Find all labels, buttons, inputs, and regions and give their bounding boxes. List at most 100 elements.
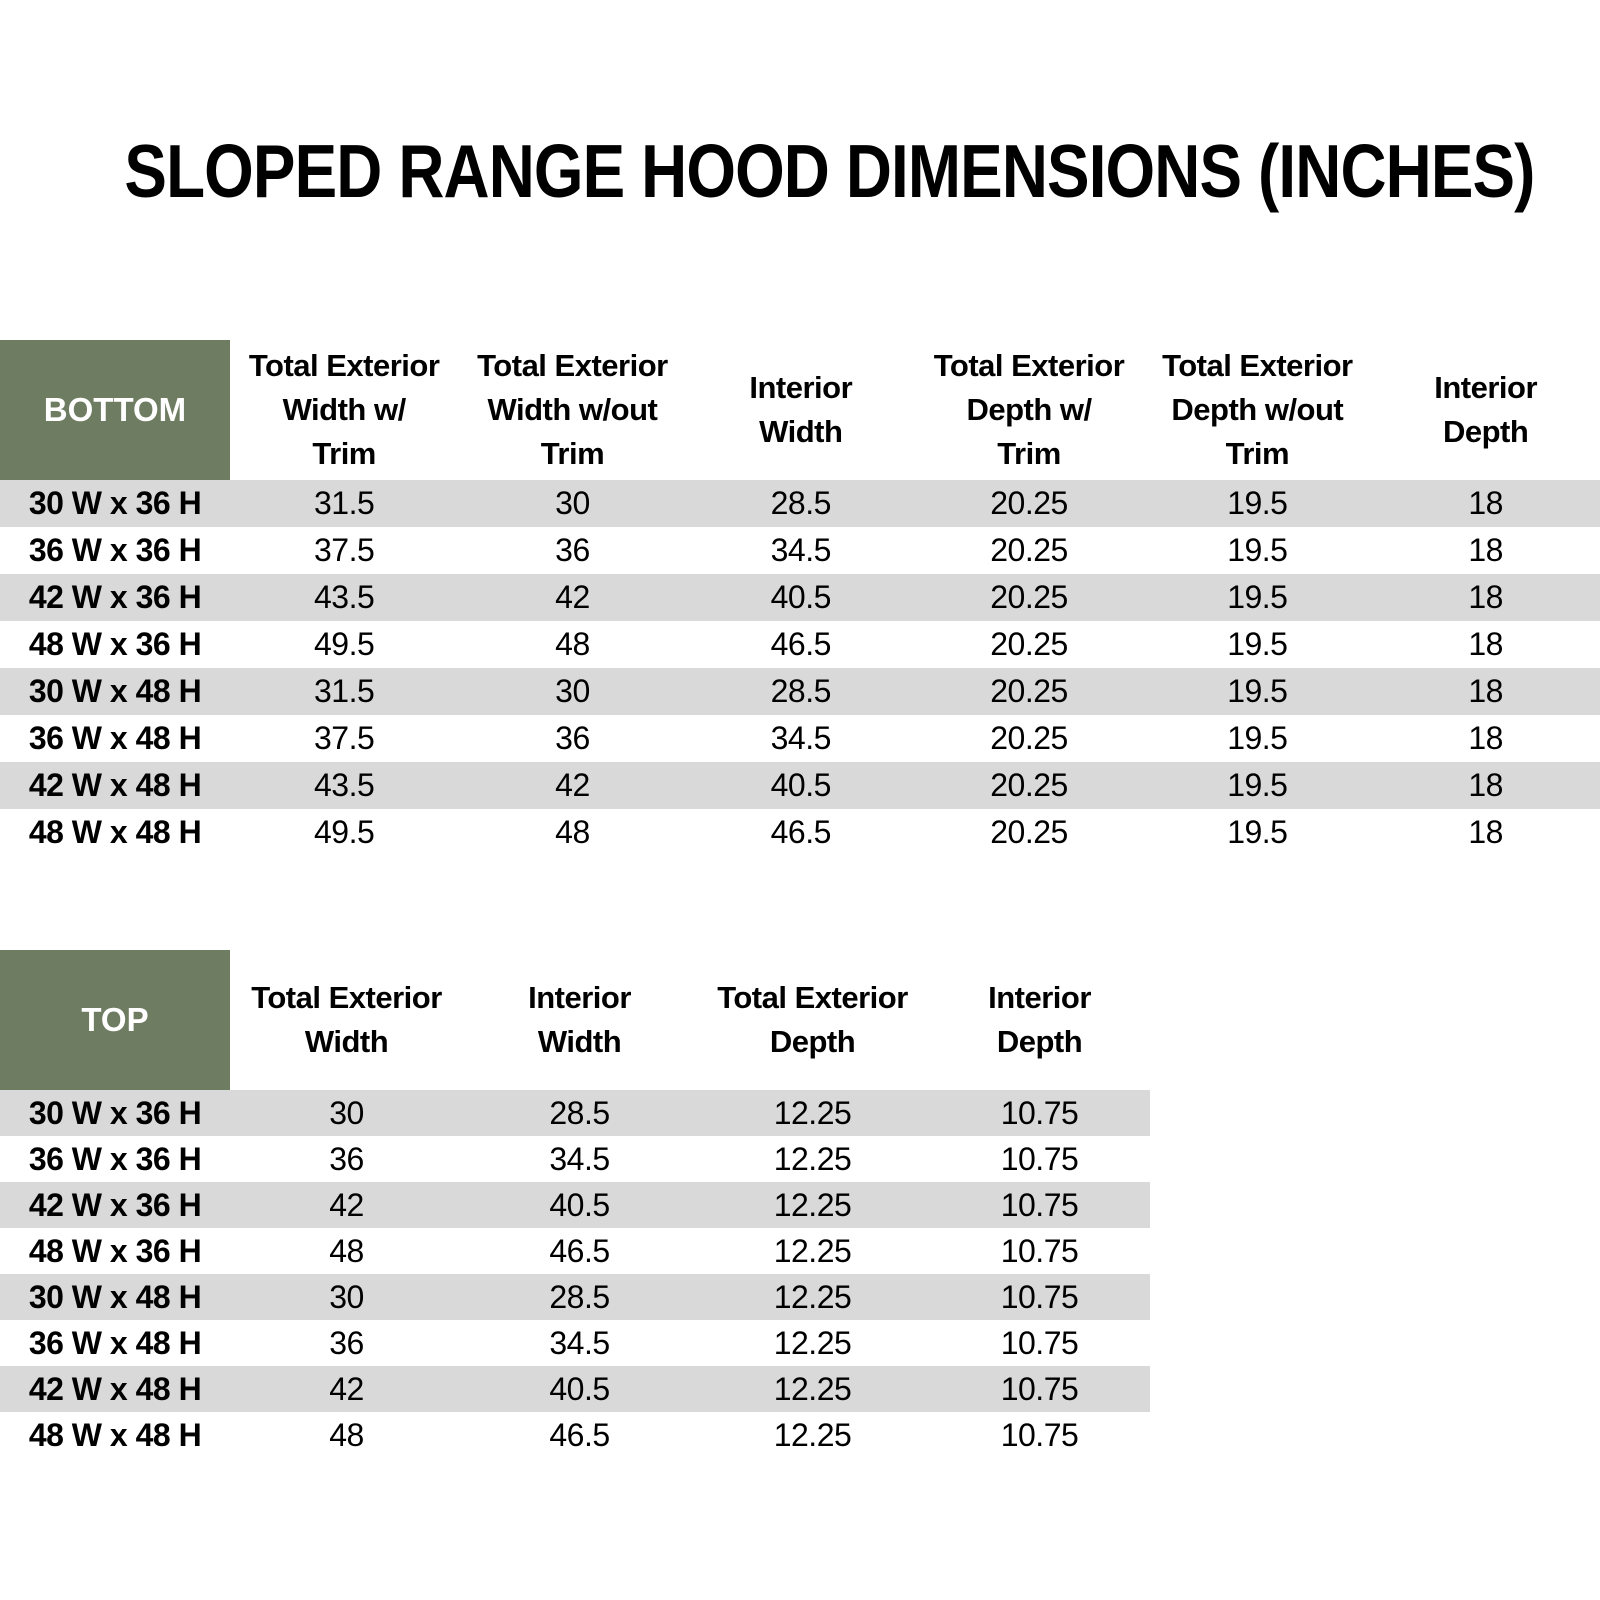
cell-value: 19.5	[1227, 767, 1288, 803]
cell-value: 43.5	[314, 579, 375, 615]
bottom-dimensions-table: BOTTOM Total Exterior Width w/ Trim Tota…	[0, 340, 1600, 856]
row-label: 42 W x 48 H	[28, 767, 202, 803]
cell-value: 19.5	[1227, 532, 1288, 568]
table-row: 36 W x 48 H 36 34.5 12.25 10.75	[0, 1320, 1150, 1366]
cell-value: 43.5	[314, 767, 375, 803]
cell-value: 28.5	[549, 1278, 610, 1315]
cell-value: 19.5	[1227, 485, 1288, 521]
cell-value: 30	[555, 485, 590, 521]
cell-value: 42	[555, 579, 590, 615]
cell-value: 18	[1468, 532, 1503, 568]
cell-value: 37.5	[314, 532, 375, 568]
cell-value: 18	[1468, 767, 1503, 803]
row-label: 30 W x 48 H	[28, 1278, 202, 1315]
cell-value: 10.75	[1000, 1140, 1079, 1177]
cell-value: 12.25	[773, 1370, 852, 1407]
cell-value: 48	[555, 626, 590, 662]
cell-value: 42	[329, 1186, 364, 1223]
column-header-total-exterior-width-with-trim: Total Exterior Width w/ Trim	[248, 348, 440, 471]
table-row: 42 W x 48 H 43.5 42 40.5 20.25 19.5 18	[0, 762, 1600, 809]
cell-value: 18	[1468, 814, 1503, 850]
cell-value: 12.25	[773, 1186, 852, 1223]
cell-value: 12.25	[773, 1094, 852, 1131]
table-row: 30 W x 36 H 30 28.5 12.25 10.75	[0, 1090, 1150, 1136]
cell-value: 34.5	[549, 1324, 610, 1361]
row-label: 48 W x 36 H	[28, 1232, 202, 1269]
cell-value: 36	[329, 1140, 364, 1177]
cell-value: 40.5	[549, 1186, 610, 1223]
cell-value: 36	[329, 1324, 364, 1361]
column-header-total-exterior-width-without-trim: Total Exterior Width w/out Trim	[477, 348, 668, 471]
column-header-interior-depth: Interior Depth	[1434, 370, 1538, 449]
cell-value: 19.5	[1227, 720, 1288, 756]
column-header-total-exterior-depth-without-trim: Total Exterior Depth w/out Trim	[1162, 348, 1353, 471]
column-header-total-exterior-depth-with-trim: Total Exterior Depth w/ Trim	[933, 348, 1125, 471]
top-dimensions-table: TOP Total Exterior Width Interior Width …	[0, 950, 1150, 1458]
row-label: 36 W x 36 H	[28, 1140, 202, 1177]
cell-value: 40.5	[770, 767, 832, 803]
bottom-table-header-row: BOTTOM Total Exterior Width w/ Trim Tota…	[0, 340, 1600, 480]
row-label: 36 W x 48 H	[28, 1324, 202, 1361]
table-row: 42 W x 36 H 43.5 42 40.5 20.25 19.5 18	[0, 574, 1600, 621]
cell-value: 42	[329, 1370, 364, 1407]
cell-value: 28.5	[770, 485, 832, 521]
page-title: SLOPED RANGE HOOD DIMENSIONS (INCHES)	[0, 134, 1600, 209]
cell-value: 18	[1468, 673, 1503, 709]
table-row: 48 W x 36 H 48 46.5 12.25 10.75	[0, 1228, 1150, 1274]
row-label: 30 W x 36 H	[28, 1094, 202, 1131]
cell-value: 46.5	[770, 814, 832, 850]
row-label: 48 W x 48 H	[28, 814, 202, 850]
cell-value: 31.5	[314, 485, 375, 521]
cell-value: 20.25	[990, 579, 1068, 615]
cell-value: 20.25	[990, 485, 1068, 521]
column-header-interior-depth: Interior Depth	[988, 980, 1091, 1059]
cell-value: 30	[555, 673, 590, 709]
cell-value: 49.5	[314, 814, 375, 850]
cell-value: 20.25	[990, 532, 1068, 568]
cell-value: 12.25	[773, 1416, 852, 1453]
row-label: 36 W x 36 H	[28, 532, 202, 568]
table-row: 48 W x 36 H 49.5 48 46.5 20.25 19.5 18	[0, 621, 1600, 668]
cell-value: 31.5	[314, 673, 375, 709]
column-header-interior-width: Interior Width	[749, 370, 853, 449]
cell-value: 18	[1468, 720, 1503, 756]
cell-value: 20.25	[990, 767, 1068, 803]
top-table-header-row: TOP Total Exterior Width Interior Width …	[0, 950, 1150, 1090]
row-label: 42 W x 36 H	[28, 579, 202, 615]
cell-value: 12.25	[773, 1140, 852, 1177]
cell-value: 20.25	[990, 720, 1068, 756]
table-row: 42 W x 48 H 42 40.5 12.25 10.75	[0, 1366, 1150, 1412]
cell-value: 30	[329, 1094, 364, 1131]
cell-value: 28.5	[770, 673, 832, 709]
cell-value: 34.5	[770, 532, 832, 568]
table-row: 30 W x 48 H 30 28.5 12.25 10.75	[0, 1274, 1150, 1320]
table-row: 48 W x 48 H 48 46.5 12.25 10.75	[0, 1412, 1150, 1458]
cell-value: 10.75	[1000, 1232, 1079, 1269]
cell-value: 46.5	[770, 626, 832, 662]
table-row: 36 W x 36 H 36 34.5 12.25 10.75	[0, 1136, 1150, 1182]
cell-value: 40.5	[549, 1370, 610, 1407]
cell-value: 10.75	[1000, 1186, 1079, 1223]
cell-value: 12.25	[773, 1324, 852, 1361]
cell-value: 18	[1468, 485, 1503, 521]
cell-value: 42	[555, 767, 590, 803]
cell-value: 48	[555, 814, 590, 850]
row-label: 48 W x 48 H	[28, 1416, 202, 1453]
cell-value: 36	[555, 720, 590, 756]
table-row: 30 W x 36 H 31.5 30 28.5 20.25 19.5 18	[0, 480, 1600, 527]
cell-value: 20.25	[990, 814, 1068, 850]
top-table-corner-label: TOP	[0, 950, 230, 1090]
row-label: 42 W x 36 H	[28, 1186, 202, 1223]
cell-value: 46.5	[549, 1232, 610, 1269]
cell-value: 34.5	[770, 720, 832, 756]
cell-value: 48	[329, 1416, 364, 1453]
row-label: 30 W x 48 H	[28, 673, 202, 709]
cell-value: 20.25	[990, 673, 1068, 709]
cell-value: 19.5	[1227, 814, 1288, 850]
cell-value: 28.5	[549, 1094, 610, 1131]
cell-value: 12.25	[773, 1278, 852, 1315]
cell-value: 49.5	[314, 626, 375, 662]
cell-value: 12.25	[773, 1232, 852, 1269]
table-row: 36 W x 36 H 37.5 36 34.5 20.25 19.5 18	[0, 527, 1600, 574]
cell-value: 48	[329, 1232, 364, 1269]
